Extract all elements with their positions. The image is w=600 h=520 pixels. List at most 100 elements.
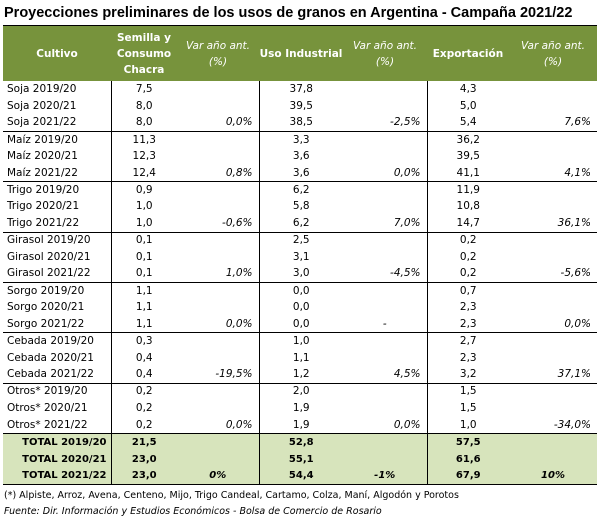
row-label: Otros* 2021/22 xyxy=(3,416,111,435)
semilla-cell: 0,2 xyxy=(110,400,177,417)
row-label: TOTAL 2019/20 xyxy=(3,433,111,451)
row-label: Sorgo 2021/22 xyxy=(3,316,111,334)
var-industrial-cell: 7,0% xyxy=(343,215,427,233)
var-industrial-cell xyxy=(343,433,427,451)
export-cell: 14,7 xyxy=(426,215,509,233)
export-cell: 67,9 xyxy=(426,467,509,486)
var-industrial-cell xyxy=(343,98,427,115)
semilla-cell: 0,2 xyxy=(110,416,177,435)
export-cell: 4,3 xyxy=(426,81,509,98)
semilla-cell: 1,1 xyxy=(110,316,177,334)
var-semilla-cell xyxy=(177,182,259,199)
var-industrial-cell xyxy=(343,400,427,417)
export-cell: 2,3 xyxy=(426,316,509,334)
var-semilla-cell xyxy=(177,350,259,367)
var-export-cell xyxy=(509,249,597,266)
export-cell: 2,3 xyxy=(426,349,509,367)
var-export-cell xyxy=(509,232,597,249)
var-industrial-cell: 4,5% xyxy=(343,366,427,384)
row-label: Maíz 2021/22 xyxy=(3,164,111,183)
row-label: Maíz 2019/20 xyxy=(7,133,78,146)
table-row: Maíz 2021/22 12,4 0,8% 3,6 0,0% 41,1 4,1% xyxy=(3,164,597,183)
header-cultivo: Cultivo xyxy=(3,26,111,81)
table-row: Girasol 2019/20 0,1 2,5 0,2 xyxy=(3,232,597,249)
industrial-cell: 37,8 xyxy=(258,81,343,98)
var-export-cell xyxy=(509,333,597,350)
industrial-cell: 3,1 xyxy=(258,248,343,266)
table-row: Trigo 2019/20 0,9 6,2 11,9 xyxy=(3,181,597,199)
export-cell: 39,5 xyxy=(426,148,509,165)
var-industrial-cell: 0,0% xyxy=(343,164,427,183)
var-industrial-cell xyxy=(343,350,427,367)
row-label: Girasol 2020/21 xyxy=(7,250,91,263)
var-semilla-cell: 0,0% xyxy=(177,114,259,132)
table-row: Trigo 2020/21 1,0 5,8 10,8 xyxy=(3,198,597,216)
table-row: Girasol 2020/21 0,1 3,1 0,2 xyxy=(3,248,597,266)
semilla-cell: 12,3 xyxy=(110,148,177,165)
industrial-cell: 55,1 xyxy=(258,450,343,468)
var-industrial-cell: -2,5% xyxy=(343,114,427,132)
semilla-cell: 1,0 xyxy=(110,215,177,233)
semilla-cell: 0,1 xyxy=(110,265,177,284)
var-semilla-cell xyxy=(177,433,259,451)
export-cell: 11,9 xyxy=(426,181,509,199)
row-label: TOTAL 2020/21 xyxy=(3,450,111,468)
export-cell: 5,4 xyxy=(426,114,509,132)
header-var-exportacion: Var año ant. (%) xyxy=(509,26,597,81)
var-semilla-cell: 0,0% xyxy=(177,316,259,334)
total-row: TOTAL 2021/22 23,0 0% 54,4 -1% 67,9 10% xyxy=(3,467,597,486)
header-industrial: Uso Industrial xyxy=(259,26,343,81)
industrial-cell: 6,2 xyxy=(258,181,343,199)
grain-uses-table: Cultivo Semilla y Consumo Chacra Var año a… xyxy=(3,26,597,486)
table-row: Soja 2021/22 8,0 0,0% 38,5 -2,5% 5,4 7,6% xyxy=(3,114,597,132)
export-cell: 0,7 xyxy=(426,282,509,300)
export-cell: 61,6 xyxy=(426,450,509,468)
var-semilla-cell xyxy=(177,249,259,266)
industrial-cell: 52,8 xyxy=(258,433,343,451)
row-label: Trigo 2020/21 xyxy=(7,200,80,213)
table-row: Cebada 2020/21 0,4 1,1 2,3 xyxy=(3,349,597,367)
var-industrial-cell xyxy=(343,283,427,300)
var-industrial-cell xyxy=(343,182,427,199)
row-label: Sorgo 2020/21 xyxy=(7,301,85,314)
var-export-cell xyxy=(509,433,597,451)
report: Proyecciones preliminares de los usos de… xyxy=(3,2,597,520)
var-export-cell xyxy=(509,350,597,367)
row-label: Maíz 2020/21 xyxy=(7,150,78,163)
table-row: Sorgo 2021/22 1,1 0,0% 0,0-2,3 0,0% xyxy=(3,316,597,334)
semilla-cell: 1,1 xyxy=(110,299,177,317)
industrial-cell: 2,0 xyxy=(258,383,343,401)
row-label: Cebada 2021/22 xyxy=(3,366,111,384)
var-export-cell xyxy=(509,383,597,400)
industrial-cell: 3,3 xyxy=(258,131,343,149)
var-semilla-cell xyxy=(177,400,259,417)
header-semilla: Semilla y Consumo Chacra xyxy=(111,26,177,81)
var-industrial-cell: -4,5% xyxy=(343,265,427,284)
var-semilla-cell: -0,6% xyxy=(177,215,259,233)
var-export-cell xyxy=(509,98,597,115)
industrial-cell: 39,5 xyxy=(258,97,343,115)
export-cell: 5,0 xyxy=(426,97,509,115)
export-cell: 0,2 xyxy=(426,232,509,249)
header-var-industrial: Var año ant. (%) xyxy=(343,26,427,81)
semilla-cell: 1,0 xyxy=(110,198,177,216)
var-export-cell xyxy=(509,400,597,417)
semilla-cell: 0,4 xyxy=(110,349,177,367)
export-cell: 1,0 xyxy=(426,416,509,435)
var-industrial-cell: 0,0% xyxy=(343,416,427,435)
var-semilla-cell: 0% xyxy=(177,467,259,486)
industrial-cell: 0,0 xyxy=(258,299,343,317)
var-semilla-cell xyxy=(177,450,259,468)
var-semilla-cell xyxy=(177,199,259,216)
var-export-cell: 37,1% xyxy=(509,366,597,384)
semilla-cell: 11,3 xyxy=(110,131,177,149)
industrial-cell: 5,8 xyxy=(258,198,343,216)
var-export-cell xyxy=(509,450,597,468)
industrial-cell: 1,2 xyxy=(258,366,343,384)
var-industrial-cell xyxy=(343,383,427,400)
industrial-cell: 1,0 xyxy=(258,332,343,350)
var-industrial-cell xyxy=(343,249,427,266)
var-semilla-cell: 0,0% xyxy=(177,416,259,435)
var-industrial-cell xyxy=(343,131,427,148)
report-title: Proyecciones preliminares de los usos de… xyxy=(3,2,597,26)
